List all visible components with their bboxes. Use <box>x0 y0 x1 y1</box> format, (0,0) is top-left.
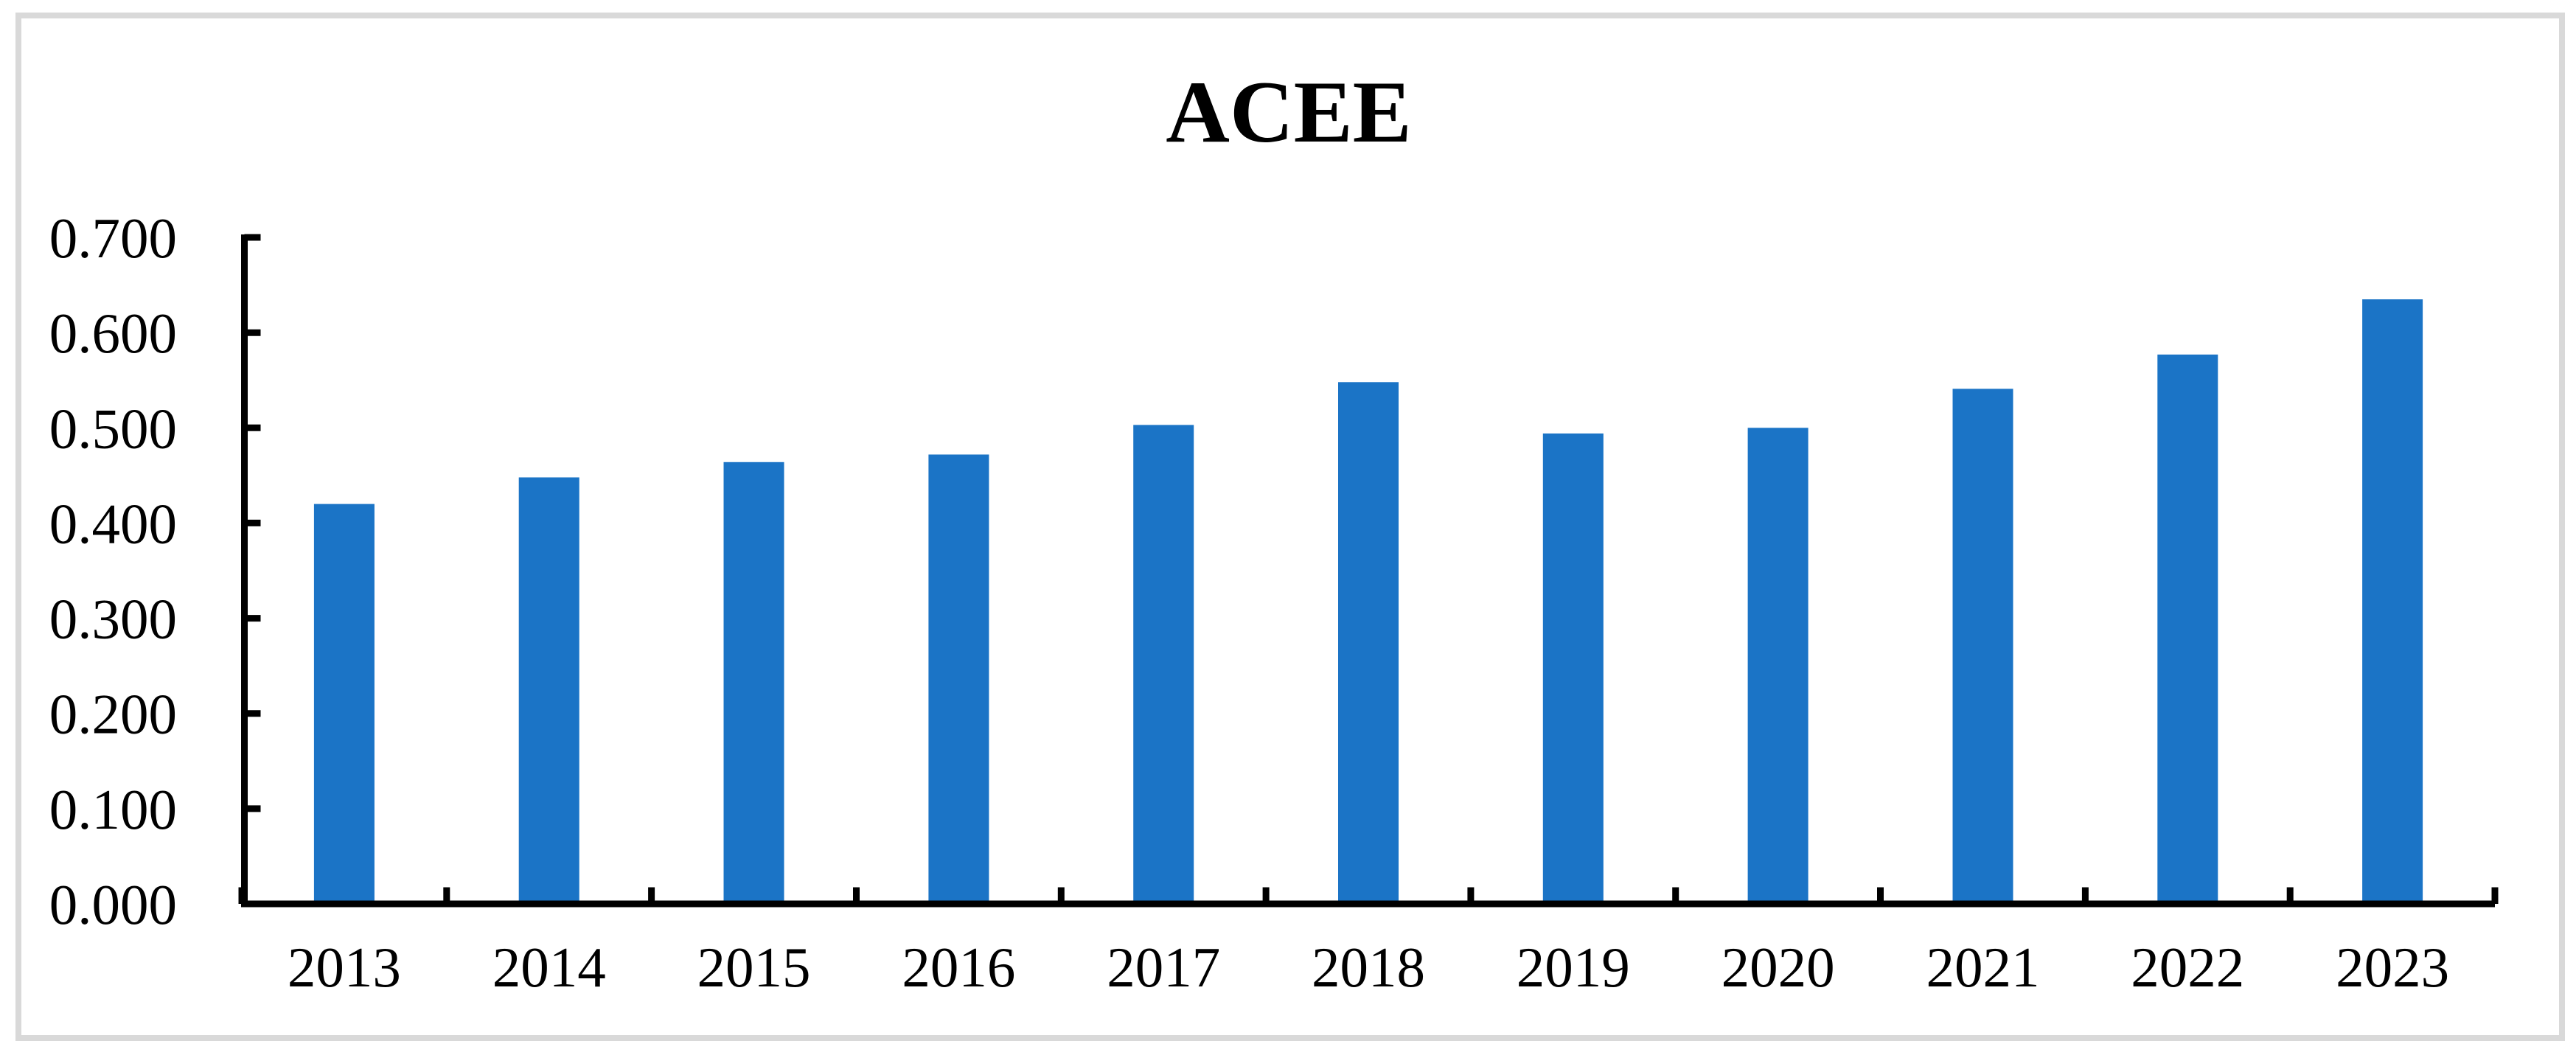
y-tick-label-0.300: 0.300 <box>49 588 177 651</box>
bar-2023 <box>2362 299 2423 904</box>
bar-2020 <box>1747 428 1809 904</box>
y-tick-label-0.400: 0.400 <box>49 492 177 555</box>
y-tick-label-0.500: 0.500 <box>49 397 177 460</box>
bar-2019 <box>1542 434 1604 904</box>
bar-2018 <box>1338 382 1399 904</box>
bar-2017 <box>1133 425 1194 904</box>
chart-frame <box>15 13 2565 1041</box>
x-tick-label-2015: 2015 <box>697 936 811 999</box>
x-tick-label-2019: 2019 <box>1517 936 1630 999</box>
bar-2021 <box>1952 389 2013 904</box>
y-axis-labels-group: 0.000 0.100 0.200 0.300 0.400 0.500 0.600 0.700 <box>49 206 177 936</box>
bar-2022 <box>2157 354 2218 904</box>
y-tick-label-0.200: 0.200 <box>49 683 177 746</box>
x-tick-label-2014: 2014 <box>492 936 606 999</box>
bar-2016 <box>928 454 989 904</box>
x-tick-label-2023: 2023 <box>2336 936 2449 999</box>
y-tick-label-0.100: 0.100 <box>49 778 177 841</box>
x-tick-label-2018: 2018 <box>1312 936 1425 999</box>
bar-2014 <box>518 477 579 904</box>
x-tick-label-2021: 2021 <box>1926 936 2040 999</box>
bars-group <box>313 299 2423 904</box>
x-axis-labels-group: 2013 2014 2015 2016 2017 2018 2019 2020 2021 2022… <box>288 936 2449 999</box>
y-tick-label-0.700: 0.700 <box>49 206 177 270</box>
x-tick-label-2017: 2017 <box>1107 936 1220 999</box>
bar-2015 <box>723 462 784 904</box>
bar-2013 <box>313 504 375 904</box>
y-tick-label-0.600: 0.600 <box>49 302 177 365</box>
y-tick-label-0.000: 0.000 <box>49 873 177 936</box>
x-tick-label-2022: 2022 <box>2131 936 2244 999</box>
x-tick-label-2016: 2016 <box>902 936 1015 999</box>
axes-group <box>241 234 2495 908</box>
x-tick-label-2013: 2013 <box>288 936 401 999</box>
x-tick-label-2020: 2020 <box>1722 936 1835 999</box>
chart-title: ACEE <box>1166 63 1411 161</box>
